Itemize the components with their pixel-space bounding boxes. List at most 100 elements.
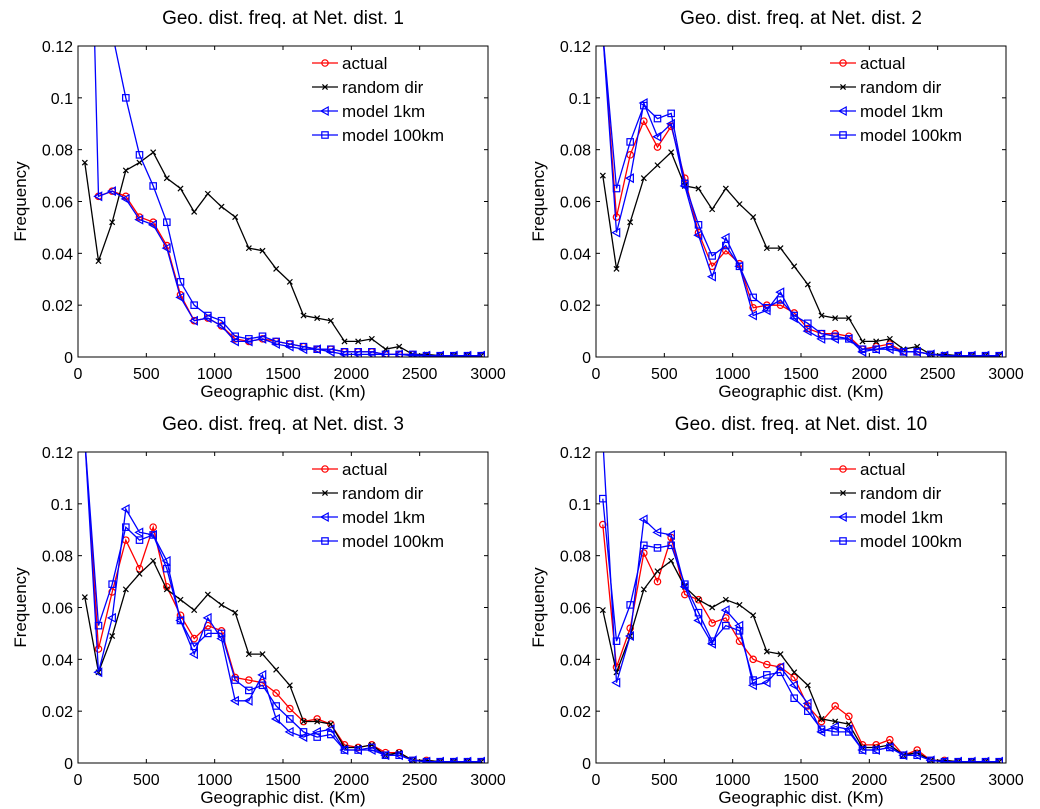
- legend-label: model 100km: [860, 126, 962, 145]
- legend-label: actual: [342, 54, 387, 73]
- series-line-model-100km: [602, 498, 1000, 763]
- data-point-model-1km: [599, 29, 606, 37]
- data-point-model-1km: [147, 219, 157, 230]
- data-point-model-1km: [706, 271, 716, 282]
- data-point-model-1km: [120, 503, 130, 515]
- data-point-random-dir: [750, 612, 757, 619]
- chart-panel-1: Geo. dist. freq. at Net. dist. 1 Geograph…: [11, 8, 506, 401]
- series-line-random-dir: [602, 559, 1000, 763]
- data-point-model-100km: [258, 332, 267, 341]
- x-tick-label: 2000: [334, 772, 370, 789]
- data-point-random-dir: [599, 172, 606, 179]
- x-tick-label: 500: [651, 772, 678, 789]
- data-point-model-100km: [190, 301, 198, 309]
- data-point-random-dir: [136, 570, 143, 577]
- data-point-model-100km: [313, 345, 321, 354]
- y-tick-label: 0.08: [42, 549, 73, 566]
- data-point-model-1km: [284, 726, 294, 737]
- data-point-model-100km: [640, 101, 648, 110]
- data-point-actual: [612, 213, 621, 221]
- data-point-model-1km: [120, 193, 130, 204]
- x-tick-label: 2000: [852, 366, 888, 383]
- data-point-model-100km: [667, 541, 675, 550]
- data-point-actual: [749, 303, 757, 312]
- data-point-random-dir: [368, 335, 375, 342]
- series-line-model-100km: [114, 46, 482, 357]
- data-point-model-100km: [299, 342, 308, 351]
- data-point-random-dir: [273, 666, 280, 673]
- data-point-random-dir: [736, 201, 743, 208]
- data-point-random-dir: [150, 557, 157, 564]
- axes-frame: [595, 451, 1007, 764]
- data-point-model-100km: [790, 694, 798, 703]
- y-tick-label: 0.1: [51, 497, 73, 514]
- data-point-model-1km: [93, 667, 103, 678]
- data-point-random-dir: [163, 175, 170, 182]
- series-line-actual: [98, 190, 482, 357]
- data-point-model-100km: [217, 629, 226, 638]
- data-point-model-1km: [611, 227, 621, 238]
- data-point-model-1km: [188, 649, 198, 660]
- data-point-model-100km: [122, 523, 130, 531]
- data-point-model-100km: [245, 686, 253, 695]
- legend-marker: [839, 131, 847, 139]
- data-point-random-dir: [613, 265, 620, 272]
- data-point-model-100km: [694, 221, 703, 229]
- chart-title: Geo. dist. freq. at Net. dist. 10: [675, 414, 927, 435]
- data-point-model-100km: [409, 350, 417, 357]
- data-point-random-dir: [300, 312, 307, 319]
- y-tick-label: 0.06: [42, 601, 73, 618]
- y-tick-label: 0.02: [42, 704, 73, 721]
- y-tick-label: 0.02: [560, 298, 591, 315]
- data-point-model-100km: [422, 351, 431, 357]
- data-point-model-100km: [927, 350, 935, 357]
- data-point-model-1km: [624, 630, 634, 642]
- legend-marker: [319, 511, 329, 523]
- data-point-random-dir: [204, 190, 211, 197]
- data-point-random-dir: [750, 214, 757, 221]
- data-point-actual: [763, 660, 771, 669]
- x-tick-label: 1500: [783, 772, 819, 789]
- data-point-random-dir: [873, 338, 880, 345]
- data-point-model-100km: [899, 348, 908, 356]
- data-point-model-100km: [463, 757, 472, 763]
- data-point-model-100km: [395, 350, 403, 357]
- data-point-model-100km: [749, 676, 757, 684]
- data-point-model-100km: [831, 332, 839, 341]
- data-point-model-100km: [681, 179, 689, 188]
- x-tick-label: 500: [133, 366, 160, 383]
- data-point-model-100km: [735, 262, 744, 271]
- data-point-model-100km: [204, 311, 212, 320]
- data-point-random-dir: [818, 715, 825, 722]
- data-point-model-100km: [109, 30, 115, 36]
- data-point-model-1km: [693, 230, 703, 241]
- data-point-model-1km: [243, 695, 253, 706]
- data-point-model-100km: [940, 351, 949, 357]
- data-point-random-dir: [122, 586, 129, 593]
- y-tick-label: 0.02: [560, 704, 591, 721]
- x-tick-label: 0: [592, 366, 601, 383]
- data-point-actual: [149, 523, 157, 531]
- data-point-random-dir: [709, 604, 716, 611]
- data-point-random-dir: [300, 718, 307, 725]
- data-point-random-dir: [286, 682, 293, 689]
- legend-marker: [321, 465, 329, 473]
- legend-label: model 1km: [342, 102, 425, 121]
- data-point-model-100km: [463, 351, 472, 357]
- data-point-model-1km: [761, 677, 771, 688]
- data-point-actual: [886, 735, 894, 744]
- data-point-random-dir: [232, 214, 239, 221]
- data-point-actual: [82, 436, 88, 442]
- y-tick-label: 0: [64, 350, 73, 367]
- data-point-model-100km: [436, 351, 444, 357]
- data-point-random-dir: [668, 557, 675, 564]
- data-point-model-1km: [229, 695, 239, 706]
- data-point-random-dir: [314, 315, 321, 322]
- data-point-model-100km: [286, 715, 294, 723]
- y-tick-label: 0.08: [560, 549, 591, 566]
- data-point-model-100km: [368, 743, 376, 752]
- data-point-model-100km: [409, 756, 417, 763]
- data-point-random-dir: [722, 596, 729, 603]
- data-point-actual: [845, 712, 853, 721]
